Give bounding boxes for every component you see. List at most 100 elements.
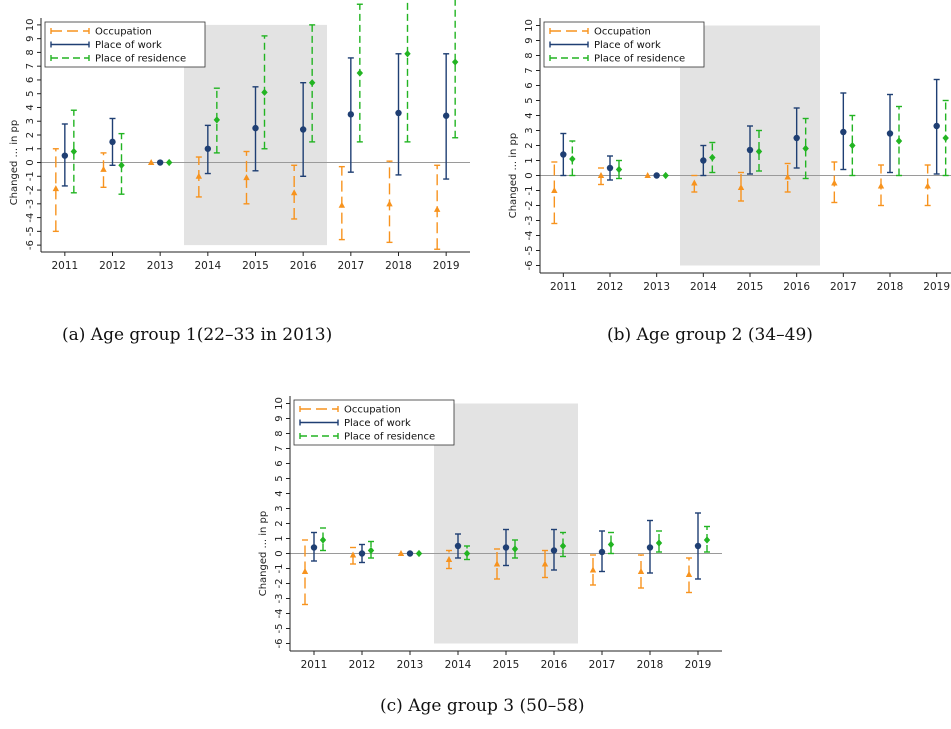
legend-place-of-residence-label: Place of residence xyxy=(594,54,685,65)
y-tick-label: 5 xyxy=(524,97,535,103)
x-tick-label: 2012 xyxy=(99,260,126,272)
point-place-of-work xyxy=(646,544,654,551)
point-place-of-residence xyxy=(607,540,615,549)
point-place-of-residence xyxy=(511,545,519,553)
point-place-of-residence xyxy=(308,79,316,87)
point-place-of-residence xyxy=(655,539,663,547)
point-place-of-residence xyxy=(451,58,459,66)
x-tick-label: 2019 xyxy=(685,659,712,671)
x-tick-label: 2017 xyxy=(337,260,364,272)
x-tick-label: 2016 xyxy=(783,281,810,293)
point-place-of-work xyxy=(840,128,847,136)
point-place-of-work xyxy=(560,151,567,158)
point-occupation xyxy=(737,184,745,190)
point-occupation xyxy=(147,159,155,166)
x-tick-label: 2013 xyxy=(643,281,670,293)
point-place-of-work xyxy=(746,146,754,154)
point-occupation xyxy=(445,556,453,562)
point-place-of-residence xyxy=(319,536,327,544)
y-tick-label: 10 xyxy=(524,19,535,32)
point-occupation xyxy=(349,551,357,558)
point-occupation xyxy=(589,566,597,573)
point-place-of-work xyxy=(310,544,318,551)
point-place-of-residence xyxy=(895,137,903,145)
y-tick-label: -4 xyxy=(274,609,285,619)
y-axis-label: Changed ... in pp xyxy=(258,511,269,597)
x-tick-label: 2012 xyxy=(349,659,376,671)
y-tick-label: -6 xyxy=(274,639,285,649)
point-occupation xyxy=(784,173,791,180)
y-tick-label: 3 xyxy=(25,118,36,124)
y-tick-label: 4 xyxy=(524,112,535,118)
point-occupation xyxy=(637,568,645,574)
y-tick-label: 5 xyxy=(25,91,36,97)
y-tick-label: 0 xyxy=(524,172,535,178)
x-tick-label: 2015 xyxy=(737,281,764,293)
point-occupation xyxy=(52,185,60,192)
point-place-of-work xyxy=(358,550,366,557)
point-place-of-residence xyxy=(849,141,856,150)
point-place-of-work xyxy=(299,126,307,133)
point-place-of-work xyxy=(700,157,707,164)
y-tick-label: 2 xyxy=(524,142,535,148)
point-occupation xyxy=(691,179,698,186)
point-occupation xyxy=(831,179,838,186)
y-tick-label: 0 xyxy=(25,159,36,165)
point-place-of-work xyxy=(694,542,702,550)
y-tick-label: -1 xyxy=(274,564,285,574)
y-tick-label: -2 xyxy=(25,185,36,195)
point-place-of-residence xyxy=(463,549,471,558)
y-tick-label: 2 xyxy=(25,132,36,138)
shaded-period xyxy=(434,403,578,644)
point-place-of-residence xyxy=(70,147,78,156)
x-tick-label: 2019 xyxy=(923,281,950,293)
y-tick-label: 10 xyxy=(274,397,285,410)
y-tick-label: 7 xyxy=(25,63,36,69)
point-place-of-work xyxy=(502,544,510,551)
point-place-of-work xyxy=(550,547,558,554)
y-tick-label: 6 xyxy=(274,460,285,466)
y-tick-label: 9 xyxy=(524,37,535,43)
y-tick-label: 9 xyxy=(274,415,285,421)
x-tick-label: 2014 xyxy=(690,281,717,293)
y-tick-label: -5 xyxy=(274,624,285,634)
point-place-of-work xyxy=(204,145,212,152)
legend-place-of-residence-label: Place of residence xyxy=(344,432,435,443)
point-occupation xyxy=(493,560,501,567)
x-tick-label: 2015 xyxy=(493,659,520,671)
x-tick-label: 2018 xyxy=(385,260,412,272)
x-tick-label: 2014 xyxy=(445,659,472,671)
point-place-of-work xyxy=(395,109,402,117)
point-place-of-work xyxy=(442,112,450,119)
x-tick-label: 2013 xyxy=(397,659,424,671)
x-tick-label: 2016 xyxy=(290,260,317,272)
point-place-of-residence xyxy=(615,165,623,174)
point-place-of-residence xyxy=(415,549,423,558)
point-place-of-work xyxy=(933,122,940,130)
point-place-of-work xyxy=(606,164,614,172)
point-place-of-work xyxy=(252,124,259,132)
y-tick-label: 6 xyxy=(25,77,36,83)
x-tick-label: 2018 xyxy=(637,659,664,671)
point-place-of-residence xyxy=(404,50,411,58)
y-tick-label: -3 xyxy=(524,216,535,226)
y-tick-label: -2 xyxy=(274,579,285,589)
point-place-of-work xyxy=(61,152,69,159)
point-place-of-residence xyxy=(802,144,809,153)
point-occupation xyxy=(386,200,393,207)
x-tick-label: 2017 xyxy=(589,659,616,671)
y-tick-label: 7 xyxy=(524,67,535,73)
x-tick-label: 2014 xyxy=(194,260,221,272)
y-tick-label: 6 xyxy=(524,82,535,88)
point-place-of-work xyxy=(793,134,800,142)
point-occupation xyxy=(644,172,651,178)
point-place-of-residence xyxy=(569,155,576,163)
x-tick-label: 2011 xyxy=(51,260,78,272)
y-tick-label: 10 xyxy=(25,19,36,32)
y-tick-label: -6 xyxy=(524,261,535,271)
y-tick-label: 9 xyxy=(25,35,36,41)
point-occupation xyxy=(397,550,405,556)
y-tick-label: -2 xyxy=(524,201,535,211)
point-place-of-residence xyxy=(709,153,716,162)
